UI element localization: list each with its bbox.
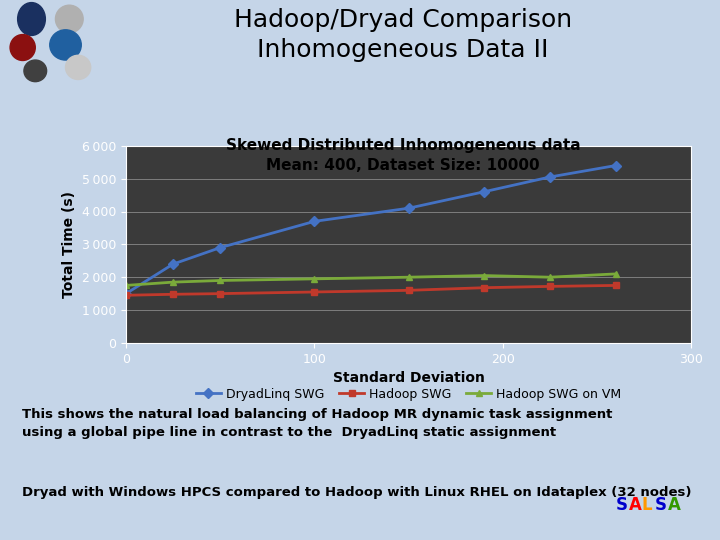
Text: A: A bbox=[629, 496, 642, 514]
Ellipse shape bbox=[10, 35, 35, 60]
DryadLinq SWG bbox=[216, 245, 225, 251]
DryadLinq SWG bbox=[546, 174, 554, 180]
Hadoop SWG on VM bbox=[168, 279, 177, 285]
Line: Hadoop SWG: Hadoop SWG bbox=[122, 282, 619, 299]
X-axis label: Standard Deviation: Standard Deviation bbox=[333, 371, 485, 385]
Text: L: L bbox=[642, 496, 652, 514]
Ellipse shape bbox=[50, 30, 81, 60]
Text: A: A bbox=[667, 496, 680, 514]
Hadoop SWG bbox=[480, 285, 488, 291]
DryadLinq SWG bbox=[405, 205, 413, 212]
DryadLinq SWG bbox=[611, 162, 620, 168]
Hadoop SWG on VM bbox=[216, 277, 225, 284]
Hadoop SWG on VM bbox=[122, 282, 130, 289]
Text: S: S bbox=[654, 496, 667, 514]
Hadoop SWG on VM bbox=[611, 271, 620, 277]
Hadoop SWG on VM bbox=[480, 272, 488, 279]
Ellipse shape bbox=[17, 3, 45, 36]
Line: Hadoop SWG on VM: Hadoop SWG on VM bbox=[122, 271, 619, 289]
Text: Skewed Distributed Inhomogeneous data
Mean: 400, Dataset Size: 10000: Skewed Distributed Inhomogeneous data Me… bbox=[226, 138, 580, 172]
Text: S: S bbox=[616, 496, 628, 514]
Hadoop SWG bbox=[611, 282, 620, 289]
DryadLinq SWG bbox=[122, 291, 130, 297]
Hadoop SWG bbox=[310, 289, 319, 295]
Hadoop SWG bbox=[546, 283, 554, 289]
Hadoop SWG bbox=[405, 287, 413, 294]
Ellipse shape bbox=[55, 5, 84, 33]
Text: Hadoop/Dryad Comparison
Inhomogeneous Data II: Hadoop/Dryad Comparison Inhomogeneous Da… bbox=[234, 8, 572, 62]
Text: Dryad with Windows HPCS compared to Hadoop with Linux RHEL on Idataplex (32 node: Dryad with Windows HPCS compared to Hado… bbox=[22, 486, 691, 499]
Hadoop SWG on VM bbox=[405, 274, 413, 280]
Text: This shows the natural load balancing of Hadoop MR dynamic task assignment
using: This shows the natural load balancing of… bbox=[22, 408, 612, 438]
Hadoop SWG bbox=[168, 291, 177, 298]
Y-axis label: Total Time (s): Total Time (s) bbox=[62, 191, 76, 298]
Ellipse shape bbox=[66, 55, 91, 79]
Hadoop SWG bbox=[216, 291, 225, 297]
Line: DryadLinq SWG: DryadLinq SWG bbox=[122, 162, 619, 297]
DryadLinq SWG bbox=[480, 188, 488, 195]
DryadLinq SWG bbox=[168, 261, 177, 267]
Hadoop SWG on VM bbox=[546, 274, 554, 280]
Ellipse shape bbox=[24, 60, 47, 82]
Hadoop SWG bbox=[122, 292, 130, 299]
DryadLinq SWG bbox=[310, 218, 319, 225]
Hadoop SWG on VM bbox=[310, 275, 319, 282]
Legend: DryadLinq SWG, Hadoop SWG, Hadoop SWG on VM: DryadLinq SWG, Hadoop SWG, Hadoop SWG on… bbox=[191, 383, 626, 406]
